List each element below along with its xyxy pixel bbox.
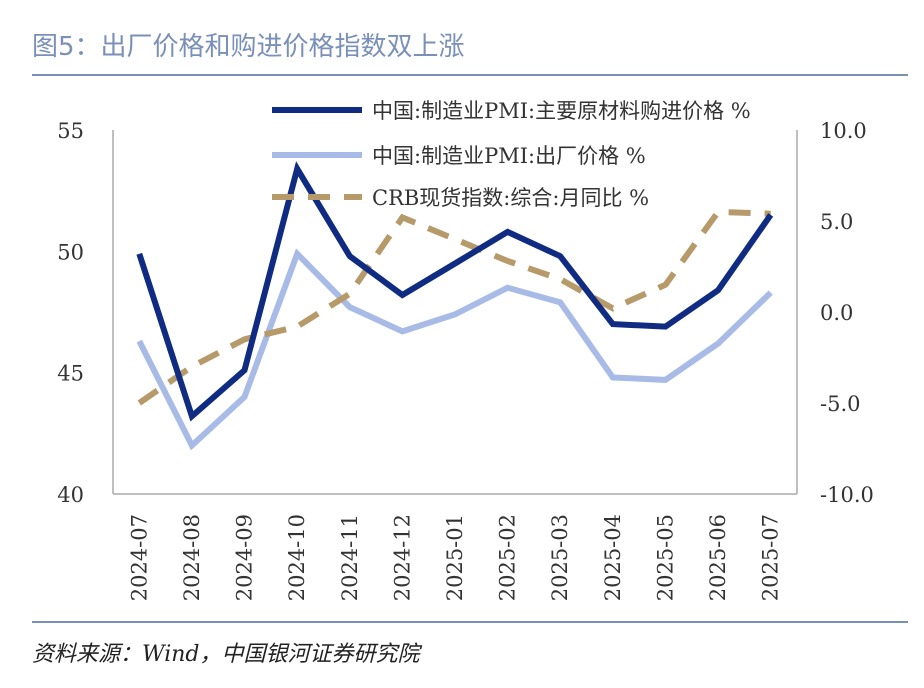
y-left-tick-label: 55: [57, 119, 84, 143]
y-right-tick-label: 10.0: [820, 119, 867, 143]
series-layer: [136, 161, 774, 451]
y-left-tick-label: 40: [57, 483, 84, 507]
y-left-tick-label: 45: [57, 362, 84, 386]
x-tick-label: 2024-07: [127, 514, 151, 601]
x-tick-label: 2025-04: [601, 514, 625, 601]
line-chart: 40 45 50 55 -10.0 -5.0 0.0 5.0 10.0 2024-07 2024-0…: [57, 99, 874, 601]
x-tick-label: 2024-12: [390, 514, 414, 601]
chart-title: 图5：出厂价格和购进价格指数双上涨: [32, 32, 465, 62]
x-tick-label: 2024-10: [285, 514, 309, 601]
x-tick-label: 2024-09: [233, 514, 257, 601]
source-note: 资料来源：Wind，中国银河证券研究院: [32, 642, 420, 667]
x-tick-label: 2025-01: [443, 514, 467, 601]
y-right-tick-label: -10.0: [820, 483, 874, 507]
x-tick-label: 2025-07: [759, 514, 783, 601]
x-tick-label: 2025-02: [496, 514, 520, 601]
source-divider: [32, 621, 908, 623]
series-line-2: [137, 208, 771, 406]
y-right-tick-label: 5.0: [820, 210, 853, 234]
series-line-0: [136, 161, 774, 422]
y-left-tick-label: 50: [57, 240, 84, 264]
x-tick-label: 2025-03: [548, 514, 572, 601]
x-tick-label: 2025-05: [653, 514, 677, 601]
x-tick-label: 2024-11: [338, 514, 362, 601]
chart-legend: 中国:制造业PMI:主要原材料购进价格 % 中国:制造业PMI:出厂价格 % CRB…: [272, 99, 751, 210]
legend-label-0: 中国:制造业PMI:主要原材料购进价格 %: [372, 99, 751, 123]
x-tick-label: 2024-08: [180, 514, 204, 601]
legend-label-2: CRB现货指数:综合:月同比 %: [372, 186, 649, 210]
y-right-tick-label: 0.0: [820, 301, 853, 325]
title-divider: [32, 74, 908, 76]
y-right-tick-label: -5.0: [820, 392, 861, 416]
legend-label-1: 中国:制造业PMI:出厂价格 %: [372, 144, 646, 168]
series-line-1: [136, 248, 773, 451]
x-tick-label: 2025-06: [706, 514, 730, 601]
chart-axes: 40 45 50 55 -10.0 -5.0 0.0 5.0 10.0 2024-07 2024-0…: [57, 119, 874, 601]
